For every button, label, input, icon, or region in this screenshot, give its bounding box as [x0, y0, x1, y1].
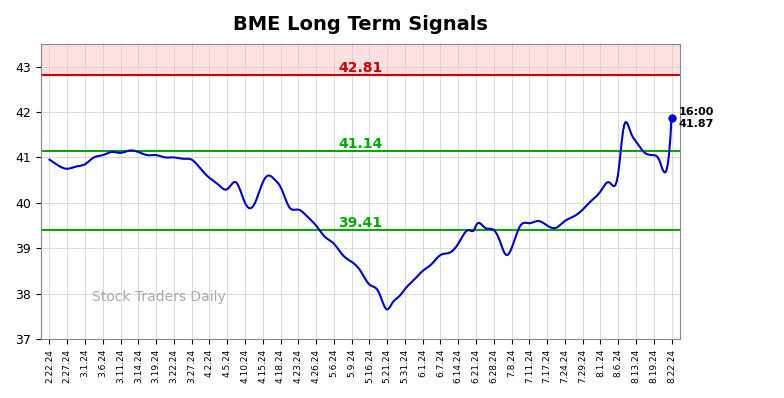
Text: 41.14: 41.14 [339, 137, 383, 151]
Text: 16:00
41.87: 16:00 41.87 [679, 107, 714, 129]
Text: 39.41: 39.41 [339, 216, 383, 230]
Text: 42.81: 42.81 [339, 61, 383, 75]
Title: BME Long Term Signals: BME Long Term Signals [233, 15, 488, 34]
Text: Stock Traders Daily: Stock Traders Daily [92, 290, 226, 304]
Bar [41, 44, 681, 75]
